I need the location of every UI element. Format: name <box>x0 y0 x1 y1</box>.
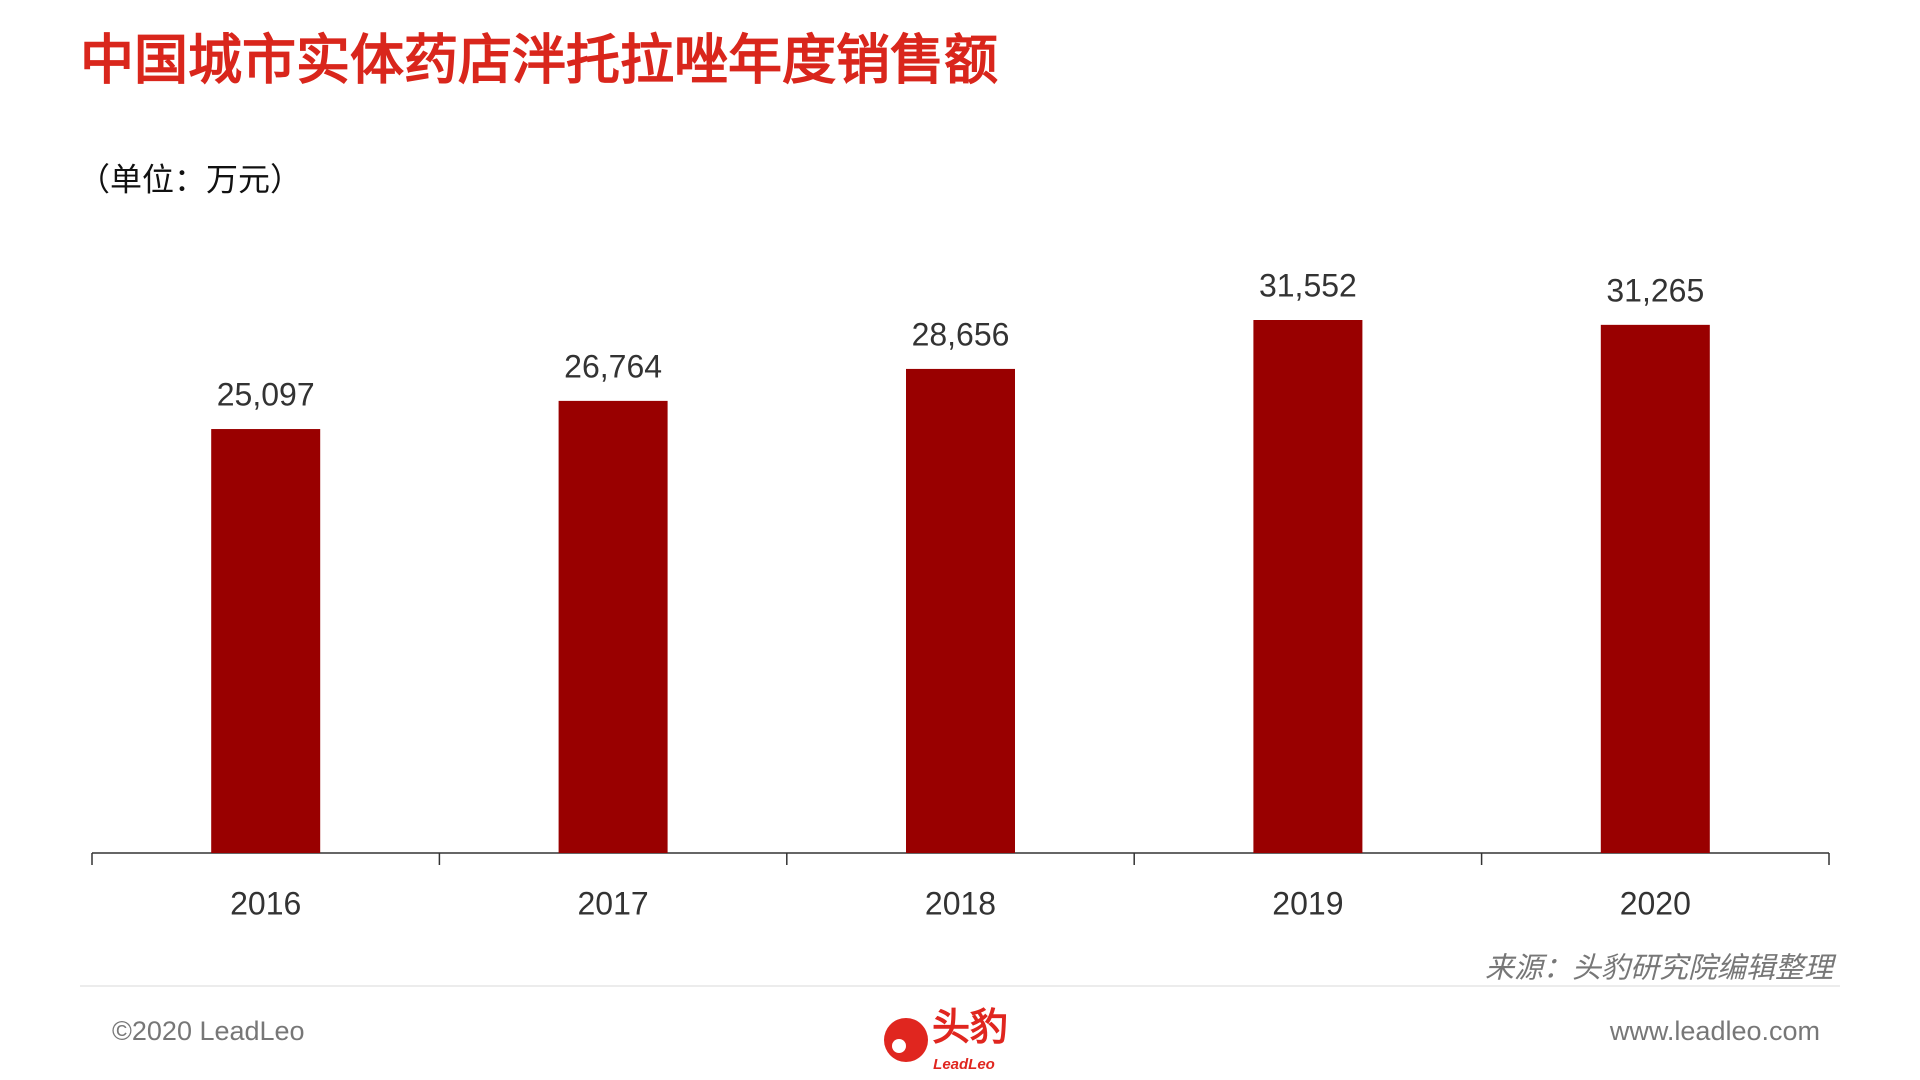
bar <box>558 400 668 853</box>
x-tick-label: 2017 <box>578 885 649 921</box>
logo-icon <box>884 1018 928 1062</box>
value-label: 25,097 <box>217 376 315 412</box>
bar <box>1600 324 1710 853</box>
value-label: 26,764 <box>564 348 662 384</box>
footer-website: www.leadleo.com <box>1609 1016 1820 1046</box>
value-label: 31,265 <box>1606 272 1704 308</box>
source-note: 来源：头豹研究院编辑整理 <box>1485 953 1837 985</box>
chart-title: 中国城市实体药店泮托拉唑年度销售额 <box>80 30 998 90</box>
footer-copyright: ©2020 LeadLeo <box>112 1016 305 1046</box>
bar <box>1253 320 1363 853</box>
chart-subtitle: （单位：万元） <box>78 161 302 197</box>
x-tick-label: 2019 <box>1272 885 1343 921</box>
bar <box>906 368 1015 853</box>
logo: 头豹 LeadLeo <box>884 1007 1008 1073</box>
logo-subtext: LeadLeo <box>933 1056 995 1073</box>
value-label: 31,552 <box>1259 267 1357 303</box>
value-label: 28,656 <box>912 316 1010 352</box>
x-tick-label: 2016 <box>230 885 301 921</box>
x-tick-label: 2020 <box>1620 885 1691 921</box>
bar <box>211 429 321 853</box>
x-tick-label: 2018 <box>925 885 996 921</box>
logo-icon-eye <box>892 1039 906 1053</box>
logo-text: 头豹 <box>932 1007 1008 1049</box>
